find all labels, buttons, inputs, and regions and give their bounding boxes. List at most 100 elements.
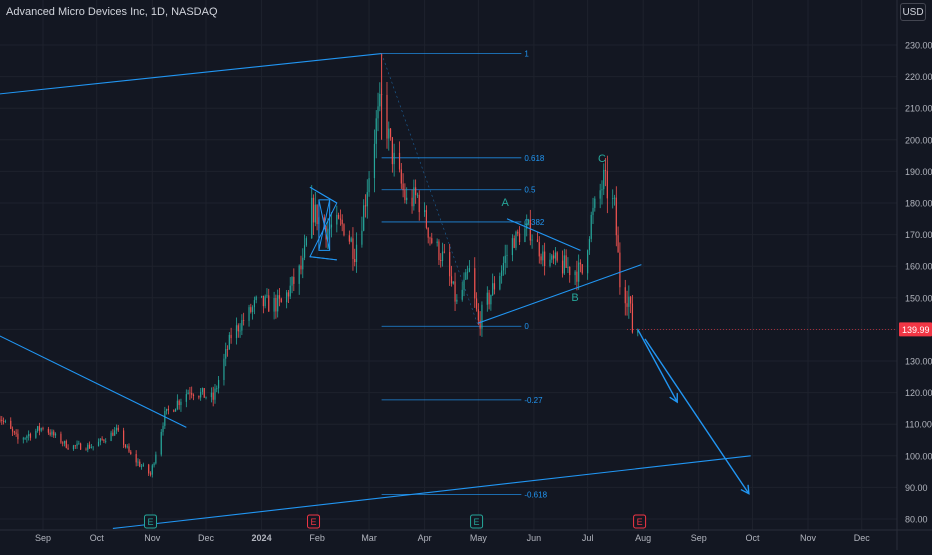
candle-body <box>565 255 567 268</box>
candle-body <box>117 427 119 431</box>
fib-level-label: 0 <box>524 322 529 331</box>
candle-body <box>235 325 238 339</box>
candle-body <box>440 260 442 261</box>
candle-body <box>637 329 639 333</box>
fib-level-label: -0.27 <box>524 396 543 405</box>
candle-body <box>10 420 12 429</box>
candle-body <box>101 438 103 440</box>
x-tick-label: 2024 <box>252 533 272 543</box>
candle-body <box>255 296 257 301</box>
earnings-marker-label: E <box>474 517 480 527</box>
earnings-marker[interactable] <box>143 514 157 529</box>
candle-body <box>311 197 313 239</box>
candle-body <box>114 430 116 436</box>
candle-body <box>606 171 608 199</box>
candle-body <box>314 204 316 223</box>
last-price-tag <box>899 322 932 337</box>
flag-shape-diagonal[interactable] <box>318 199 331 251</box>
flag-shape-box[interactable] <box>318 199 331 251</box>
y-tick-label: 110.00 <box>905 420 932 430</box>
x-tick-label: Aug <box>635 533 651 543</box>
candle-body <box>628 296 630 307</box>
candle-body <box>468 268 470 272</box>
candle-body <box>24 437 26 439</box>
candle-body <box>425 210 427 228</box>
y-tick-label: 210.00 <box>905 104 932 114</box>
candle-body <box>35 430 37 438</box>
candle-body <box>449 251 451 277</box>
candles-layer <box>0 53 639 478</box>
candle-body <box>291 276 293 286</box>
x-tick-label: Nov <box>800 533 817 543</box>
drawings-layer: A B C <box>0 52 751 530</box>
candle-body <box>531 239 533 241</box>
y-tick-label: 130.00 <box>905 357 932 367</box>
descending-trendline[interactable] <box>0 333 187 428</box>
projection-arrow-long[interactable] <box>644 338 750 495</box>
earnings-marker-label: E <box>147 517 153 527</box>
candle-body <box>11 428 14 432</box>
candle-body <box>180 401 182 406</box>
candle-body <box>436 241 438 244</box>
candle-body <box>404 190 406 201</box>
projection-arrow-short[interactable] <box>637 329 678 403</box>
candle-body <box>567 266 569 268</box>
candle-body <box>72 445 75 450</box>
candle-body <box>467 271 469 273</box>
upper-channel-line[interactable] <box>0 52 382 106</box>
candle-body <box>604 169 607 172</box>
candle-body <box>477 309 479 321</box>
earnings-marker[interactable] <box>633 514 647 529</box>
x-tick-label: Oct <box>90 533 105 543</box>
candle-body <box>173 410 175 412</box>
earnings-marker[interactable] <box>470 514 484 529</box>
candle-body <box>226 349 229 350</box>
fib-level-label: -0.618 <box>524 490 547 499</box>
earnings-marker[interactable] <box>307 514 321 529</box>
candle-body <box>253 300 256 308</box>
grid-layer <box>0 0 897 530</box>
candle-body <box>49 432 51 435</box>
fib-diagonal <box>381 53 479 327</box>
x-tick-label: Nov <box>144 533 161 543</box>
candle-body <box>529 219 531 241</box>
lower-channel-line[interactable] <box>112 455 751 530</box>
candle-body <box>527 219 530 224</box>
candle-body <box>348 235 350 242</box>
candle-body <box>40 428 42 431</box>
candle-body <box>391 137 393 165</box>
x-tick-label: Jul <box>582 533 594 543</box>
candle-body <box>293 276 295 284</box>
x-tick-label: Sep <box>691 533 707 543</box>
currency-button[interactable]: USD <box>900 3 926 21</box>
y-tick-label: 180.00 <box>905 199 932 209</box>
candle-body <box>413 187 415 207</box>
candle-body <box>80 443 82 450</box>
x-tick-label: May <box>470 533 488 543</box>
candle-body <box>588 238 591 251</box>
candle-body <box>540 256 542 261</box>
candle-body <box>65 441 67 448</box>
triangle-top-line[interactable] <box>506 218 581 251</box>
candle-body <box>187 392 189 395</box>
candle-body <box>203 388 205 398</box>
candle-body <box>323 217 325 227</box>
candle-body <box>363 205 365 231</box>
x-tick-label: Feb <box>309 533 325 543</box>
y-tick-label: 120.00 <box>905 388 932 398</box>
candle-body <box>241 320 243 331</box>
y-tick-label: 220.00 <box>905 72 932 82</box>
candle-body <box>139 461 141 467</box>
candle-body <box>26 436 28 438</box>
candle-body <box>164 411 166 426</box>
triangle-bottom-line[interactable] <box>478 264 642 324</box>
candle-body <box>316 204 318 225</box>
candle-body <box>174 408 177 412</box>
x-tick-label: Dec <box>854 533 871 543</box>
candle-body <box>176 400 178 409</box>
candle-body <box>400 169 402 184</box>
fib-level-label: 0.5 <box>524 186 536 195</box>
x-tick-label: Apr <box>418 533 432 543</box>
